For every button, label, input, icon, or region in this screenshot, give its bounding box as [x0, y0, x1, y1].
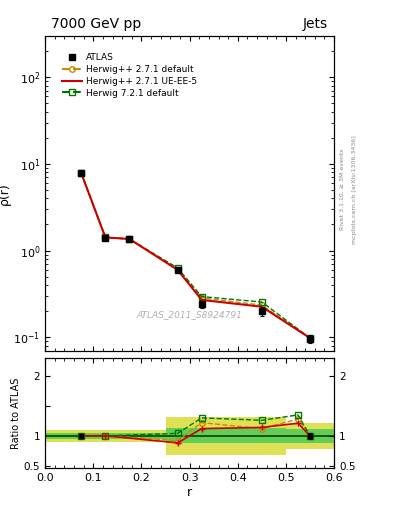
Y-axis label: ρ(r): ρ(r)	[0, 182, 11, 205]
Y-axis label: Ratio to ATLAS: Ratio to ATLAS	[11, 378, 21, 449]
X-axis label: r: r	[187, 486, 192, 499]
Text: Rivet 3.1.10, ≥ 3M events: Rivet 3.1.10, ≥ 3M events	[340, 148, 345, 230]
Text: Jets: Jets	[303, 17, 328, 31]
Text: ATLAS_2011_S8924791: ATLAS_2011_S8924791	[137, 310, 242, 319]
Text: mcplots.cern.ch [arXiv:1306.3436]: mcplots.cern.ch [arXiv:1306.3436]	[352, 135, 357, 244]
Legend: ATLAS, Herwig++ 2.7.1 default, Herwig++ 2.7.1 UE-EE-5, Herwig 7.2.1 default: ATLAS, Herwig++ 2.7.1 default, Herwig++ …	[59, 50, 201, 101]
Text: 7000 GeV pp: 7000 GeV pp	[51, 17, 141, 31]
